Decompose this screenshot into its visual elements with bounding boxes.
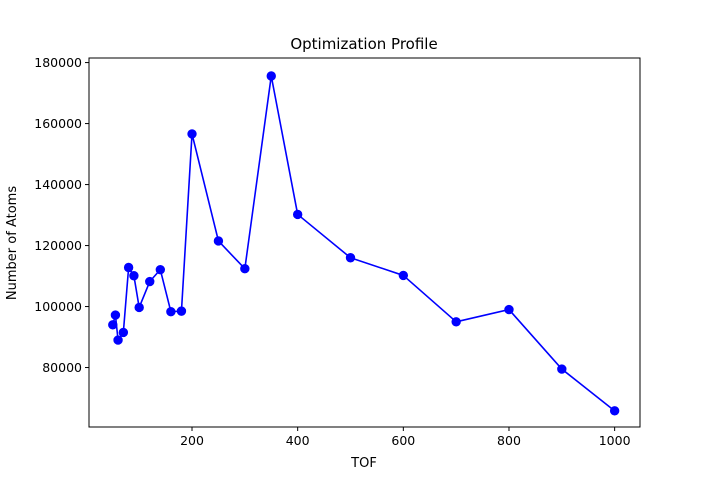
- data-point: [557, 364, 567, 374]
- data-point: [129, 271, 139, 281]
- data-point: [134, 302, 144, 313]
- data-point: [123, 262, 134, 273]
- y-tick-label: 80000: [42, 360, 82, 375]
- data-point: [118, 327, 129, 338]
- x-tick-label: 600: [391, 433, 415, 448]
- data-point: [398, 270, 409, 281]
- chart-title: Optimization Profile: [290, 35, 437, 53]
- data-point: [266, 71, 276, 81]
- x-tick-label: 400: [286, 433, 310, 448]
- data-point: [155, 264, 166, 275]
- data-point: [609, 406, 620, 416]
- y-tick-label: 140000: [34, 177, 82, 192]
- x-tick-label: 200: [180, 433, 204, 448]
- y-tick-label: 100000: [34, 299, 82, 314]
- data-point: [451, 317, 461, 327]
- x-axis-label: TOF: [350, 456, 377, 471]
- data-point: [187, 129, 197, 139]
- data-point: [504, 304, 514, 315]
- y-tick-label: 120000: [34, 238, 82, 253]
- data-point: [213, 236, 224, 246]
- y-tick-label: 180000: [34, 55, 82, 70]
- data-point: [110, 310, 121, 320]
- x-tick-label: 800: [497, 433, 521, 448]
- y-tick-label: 160000: [34, 116, 82, 131]
- data-point: [113, 335, 123, 345]
- data-point: [108, 320, 118, 330]
- plot-frame: [88, 57, 641, 428]
- data-point: [145, 276, 155, 287]
- y-axis-label: Number of Atoms: [5, 186, 20, 300]
- x-tick-label: 1000: [599, 433, 631, 448]
- data-point: [292, 209, 303, 220]
- data-point: [345, 253, 356, 263]
- data-point: [166, 307, 176, 317]
- series-line: [111, 75, 616, 412]
- data-point: [240, 264, 250, 274]
- plot-area: 200 400 600 800 1000 80000 100000 120000 140000 1…: [34, 55, 641, 448]
- data-point: [176, 306, 187, 316]
